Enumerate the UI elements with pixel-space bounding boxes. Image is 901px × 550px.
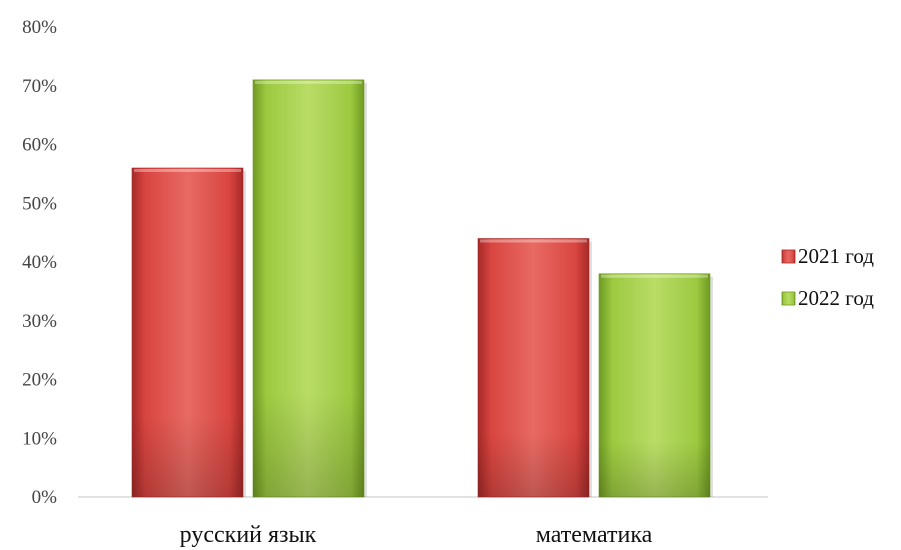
bar-shade: [253, 79, 364, 497]
legend: 2021 год 2022 год: [781, 244, 874, 310]
x-category-label: русский язык: [180, 522, 317, 548]
bar-shade: [132, 168, 243, 497]
bar-highlight: [601, 274, 708, 278]
legend-label: 2021 год: [798, 244, 874, 268]
bars: [131, 79, 713, 498]
bar-shade: [599, 273, 710, 497]
legend-label: 2022 год: [798, 286, 874, 310]
y-axis-ticks: 0% 10% 20% 30% 40% 50% 60% 70% 80%: [22, 17, 57, 508]
y-tick-label: 30%: [22, 311, 57, 332]
bar-highlight: [480, 239, 587, 243]
bar-highlight: [134, 169, 241, 172]
y-tick-label: 70%: [22, 76, 57, 97]
y-tick-label: 80%: [22, 17, 57, 38]
y-tick-label: 20%: [22, 370, 57, 391]
x-category-label: математика: [536, 522, 653, 548]
bar-highlight: [255, 80, 362, 84]
y-tick-label: 10%: [22, 428, 57, 449]
y-tick-label: 40%: [22, 252, 57, 273]
bar-shade: [478, 238, 589, 497]
y-tick-label: 60%: [22, 135, 57, 156]
legend-swatch: [781, 249, 796, 264]
x-axis-categories: русский язык математика: [180, 522, 653, 548]
y-tick-label: 50%: [22, 193, 57, 214]
legend-swatch: [781, 291, 796, 306]
y-tick-label: 0%: [32, 487, 58, 508]
